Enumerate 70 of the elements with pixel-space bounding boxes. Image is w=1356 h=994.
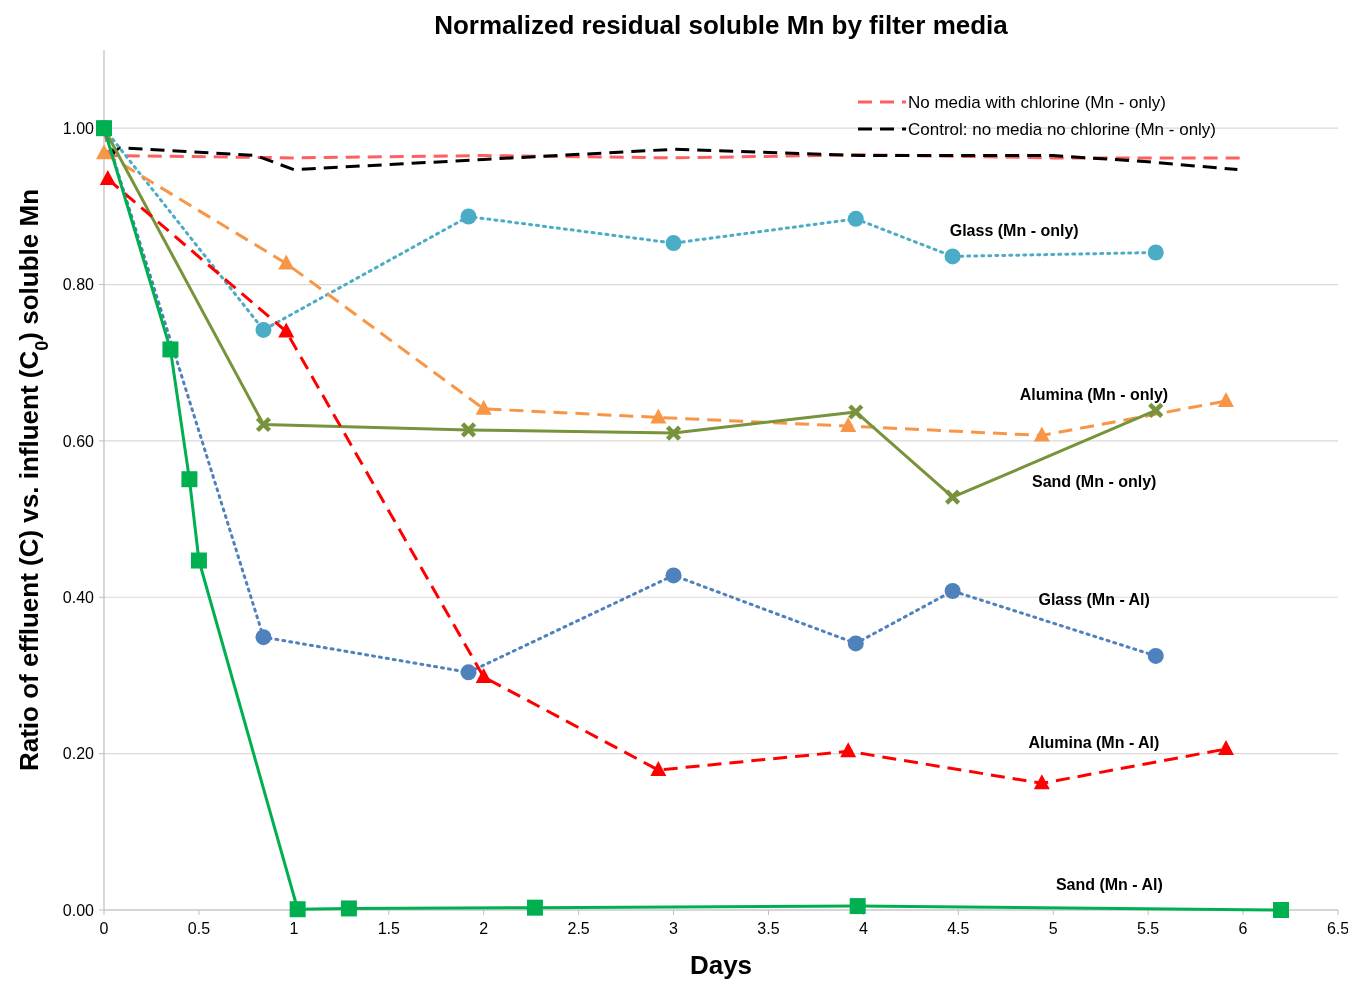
point [340, 900, 357, 917]
point [650, 761, 667, 777]
point [475, 399, 492, 415]
point [944, 583, 961, 600]
point [289, 901, 306, 918]
series-label: Glass (Mn - Al) [1038, 591, 1150, 609]
point [847, 635, 864, 652]
point [1273, 902, 1290, 918]
point [278, 322, 295, 338]
point [1217, 739, 1234, 755]
point [278, 254, 295, 270]
point [1033, 426, 1050, 442]
point [460, 208, 477, 225]
y-tick-label: 0.20 [62, 745, 95, 763]
point [849, 898, 866, 915]
point [255, 629, 272, 646]
series-label: Sand (Mn - Al) [1055, 875, 1163, 893]
x-tick-label: 6.5 [1326, 920, 1350, 937]
x-tick-label: 4.5 [947, 920, 970, 937]
point [99, 170, 116, 185]
point [1217, 392, 1234, 408]
x-tick-label: 5 [1048, 920, 1058, 937]
point [96, 144, 112, 160]
x-tick-label: 4 [858, 920, 868, 937]
y-tick-label: 0.80 [62, 276, 95, 294]
point [190, 552, 207, 569]
point [1033, 774, 1050, 790]
y-tick-label: 0.60 [62, 432, 95, 450]
point [944, 248, 961, 265]
point [847, 403, 865, 421]
x-tick-label: 5.5 [1137, 920, 1160, 937]
x-tick-label: 2 [479, 920, 489, 937]
series-label: Glass (Mn - only) [949, 222, 1079, 240]
chart-title: Normalized residual soluble Mn by filter media [434, 10, 1009, 40]
point [847, 210, 864, 227]
point [650, 408, 667, 424]
legend-label: Control: no media no chlorine (Mn - only) [908, 119, 1217, 139]
x-tick-label: 3 [669, 920, 679, 937]
x-tick-label: 0 [99, 920, 109, 937]
point [181, 471, 198, 488]
x-tick-label: 6 [1238, 920, 1248, 937]
point [1147, 647, 1164, 664]
series-label: Sand (Mn - only) [1031, 473, 1157, 491]
y-tick-label: 0.00 [62, 901, 95, 919]
point [255, 416, 272, 433]
point [840, 417, 857, 433]
x-tick-label: 1.5 [377, 920, 400, 937]
x-tick-label: 2.5 [567, 920, 590, 937]
point [162, 341, 179, 358]
y-tick-label: 1.00 [62, 119, 95, 137]
point [665, 235, 682, 252]
point [944, 488, 961, 506]
point [840, 742, 857, 758]
series-label: Alumina (Mn - only) [1019, 385, 1169, 403]
x-tick-label: 0.5 [187, 920, 211, 937]
x-tick-label: 1 [289, 920, 299, 937]
point [1147, 402, 1164, 419]
point [526, 899, 543, 916]
x-tick-label: 3.5 [757, 920, 780, 937]
point [1147, 244, 1164, 261]
series-label: Alumina (Mn - Al) [1028, 733, 1160, 751]
legend-label: No media with chlorine (Mn - only) [908, 92, 1166, 112]
point [460, 421, 477, 439]
point [255, 321, 272, 338]
point [460, 664, 477, 681]
y-tick-label: 0.40 [62, 588, 95, 606]
point [665, 424, 682, 442]
point [475, 668, 492, 684]
x-axis-title: Days [689, 950, 753, 980]
point [665, 567, 682, 584]
